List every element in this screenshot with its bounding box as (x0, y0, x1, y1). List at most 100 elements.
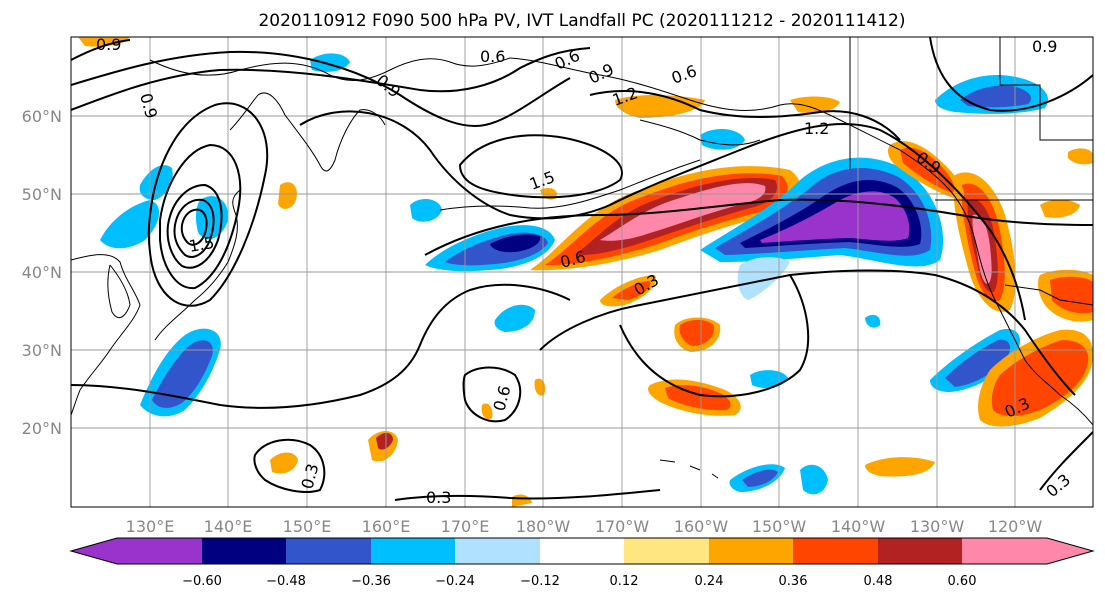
positive-blob-south-small-2 (481, 403, 493, 420)
contour-0.6-north (71, 47, 591, 111)
negative-blob-30n-180 (494, 304, 535, 332)
aleutians (439, 159, 701, 211)
negative-blob-30n-east (865, 314, 881, 328)
map-title: 2020110912 F090 500 hPa PV, IVT Landfall… (258, 11, 905, 31)
colorbar-segment (962, 538, 1093, 564)
lat-label: 40°N (22, 263, 62, 282)
lon-label: 160°E (362, 517, 411, 536)
positive-blob-japan-north (278, 182, 297, 209)
positive-blob-south-west (270, 452, 298, 474)
positive-blob-mid-pacific-inner (679, 319, 715, 346)
korea-coastline (107, 264, 131, 319)
map-border (70, 36, 1094, 508)
asia-coastline (71, 254, 141, 416)
lat-label: 20°N (22, 419, 62, 438)
negative-blob-east-small (800, 464, 828, 495)
colorbar-tick: 0.60 (948, 574, 977, 589)
contour-1.2-ring (159, 143, 242, 290)
hawaii-islands (659, 459, 719, 479)
contour-0.3-south-loop (253, 438, 326, 493)
colorbar-segment (286, 538, 371, 564)
colorbar-segment (709, 538, 793, 564)
positive-blob-west-coast-core (972, 214, 992, 284)
positive-blob-nw (78, 37, 130, 47)
contour-0.3-east (539, 269, 1076, 396)
colorbar-ticks: −0.60 −0.48 −0.36 −0.24 −0.12 0.12 0.24 … (182, 574, 976, 589)
map-panel: 0.9 0.6 0.6 0.9 0.6 1.2 0.9 0.9 0.9 1.2 … (70, 35, 1094, 508)
mexico-border (1004, 284, 1093, 306)
positive-blob-south-east-sub (865, 457, 935, 477)
contour-label: 0.3 (426, 488, 451, 507)
positive-blob-mexico-east-inner (1050, 276, 1093, 314)
colorbar-segment (540, 538, 624, 564)
contour-0.9-ne (929, 37, 1093, 112)
positive-blob-ne-small (1068, 148, 1093, 165)
bc-coast (899, 149, 976, 241)
contour-label: 0.6 (480, 47, 505, 66)
alaska-coast (509, 57, 901, 151)
lon-label: 150°E (283, 517, 332, 536)
colorbar-segment (455, 538, 540, 564)
colorbar-tick: −0.60 (182, 574, 222, 589)
sakhalin-kamchatka (229, 92, 386, 172)
positive-band-core (600, 183, 766, 241)
graticule (71, 37, 1093, 507)
longitude-labels: 130°E 140°E 150°E 160°E 170°E 180°W 170°… (126, 517, 1043, 536)
latitude-labels: 60°N 50°N 40°N 30°N 20°N (22, 107, 62, 438)
colorbar: −0.60 −0.48 −0.36 −0.24 −0.12 0.12 0.24 … (69, 537, 1095, 589)
contour-label: 1.5 (187, 233, 215, 256)
lon-label: 140°W (831, 517, 886, 536)
lon-label: 160°W (674, 517, 729, 536)
negative-blob-yukon-inner (960, 85, 1032, 108)
lat-label: 50°N (22, 185, 62, 204)
lat-label: 30°N (22, 341, 62, 360)
colorbar-segment (371, 538, 455, 564)
alaska-interior (639, 119, 761, 146)
lon-label: 170°W (595, 517, 650, 536)
contour-label: 1.2 (804, 119, 829, 138)
positive-blob-south-west-2-inner (376, 432, 393, 450)
contour-0.3-south (71, 283, 571, 409)
contour-0.3-ne (1039, 431, 1093, 491)
colorbar-segment (878, 538, 962, 564)
colorbar-tick: 0.12 (610, 574, 639, 589)
negative-blob-aleutian (410, 198, 442, 222)
lon-label: 170°E (441, 517, 490, 536)
positive-blob-south-central-inner (665, 385, 731, 411)
contour-0.6-central (619, 274, 810, 398)
positive-blob-bc (790, 96, 840, 114)
contour-0.6-west-small (71, 39, 131, 61)
colorbar-segment (793, 538, 878, 564)
positive-blob-baja-mid (991, 340, 1089, 416)
coastlines (71, 37, 1093, 479)
negative-blob-mid-east (737, 257, 790, 300)
lon-label: 180°W (516, 517, 571, 536)
lon-label: 120°W (988, 517, 1043, 536)
contour-label: 0.9 (96, 35, 121, 54)
positive-blob-east-38n (1040, 199, 1080, 218)
colorbar-tick: −0.24 (435, 574, 475, 589)
positive-blob-alaska-west (615, 95, 705, 118)
colorbar-tick: 0.36 (779, 574, 808, 589)
lon-label: 140°E (204, 517, 253, 536)
colorbar-segment (71, 538, 202, 564)
contour-0.6-small-loop (462, 366, 522, 423)
negative-blob-south-east-inner (742, 469, 778, 487)
colorbar-tick: 0.24 (695, 574, 724, 589)
colorbar-segment (624, 538, 709, 564)
contour-0.9-north (71, 50, 571, 127)
colorbar-segment (202, 538, 286, 564)
colorbar-segments (71, 538, 1093, 564)
colorbar-tick: −0.36 (351, 574, 391, 589)
colorbar-outline (69, 537, 1095, 565)
lat-label: 60°N (22, 107, 62, 126)
negative-blob-west-core (490, 234, 541, 253)
siberia-coast (149, 57, 511, 81)
negative-blob-japan-south-inner (152, 340, 213, 408)
lon-label: 150°W (752, 517, 807, 536)
canada-border (849, 37, 1093, 201)
contour-1.5-loop (458, 134, 623, 199)
contour-1.5-ring-1 (166, 183, 223, 269)
contour-0.6-mid (424, 198, 1093, 256)
